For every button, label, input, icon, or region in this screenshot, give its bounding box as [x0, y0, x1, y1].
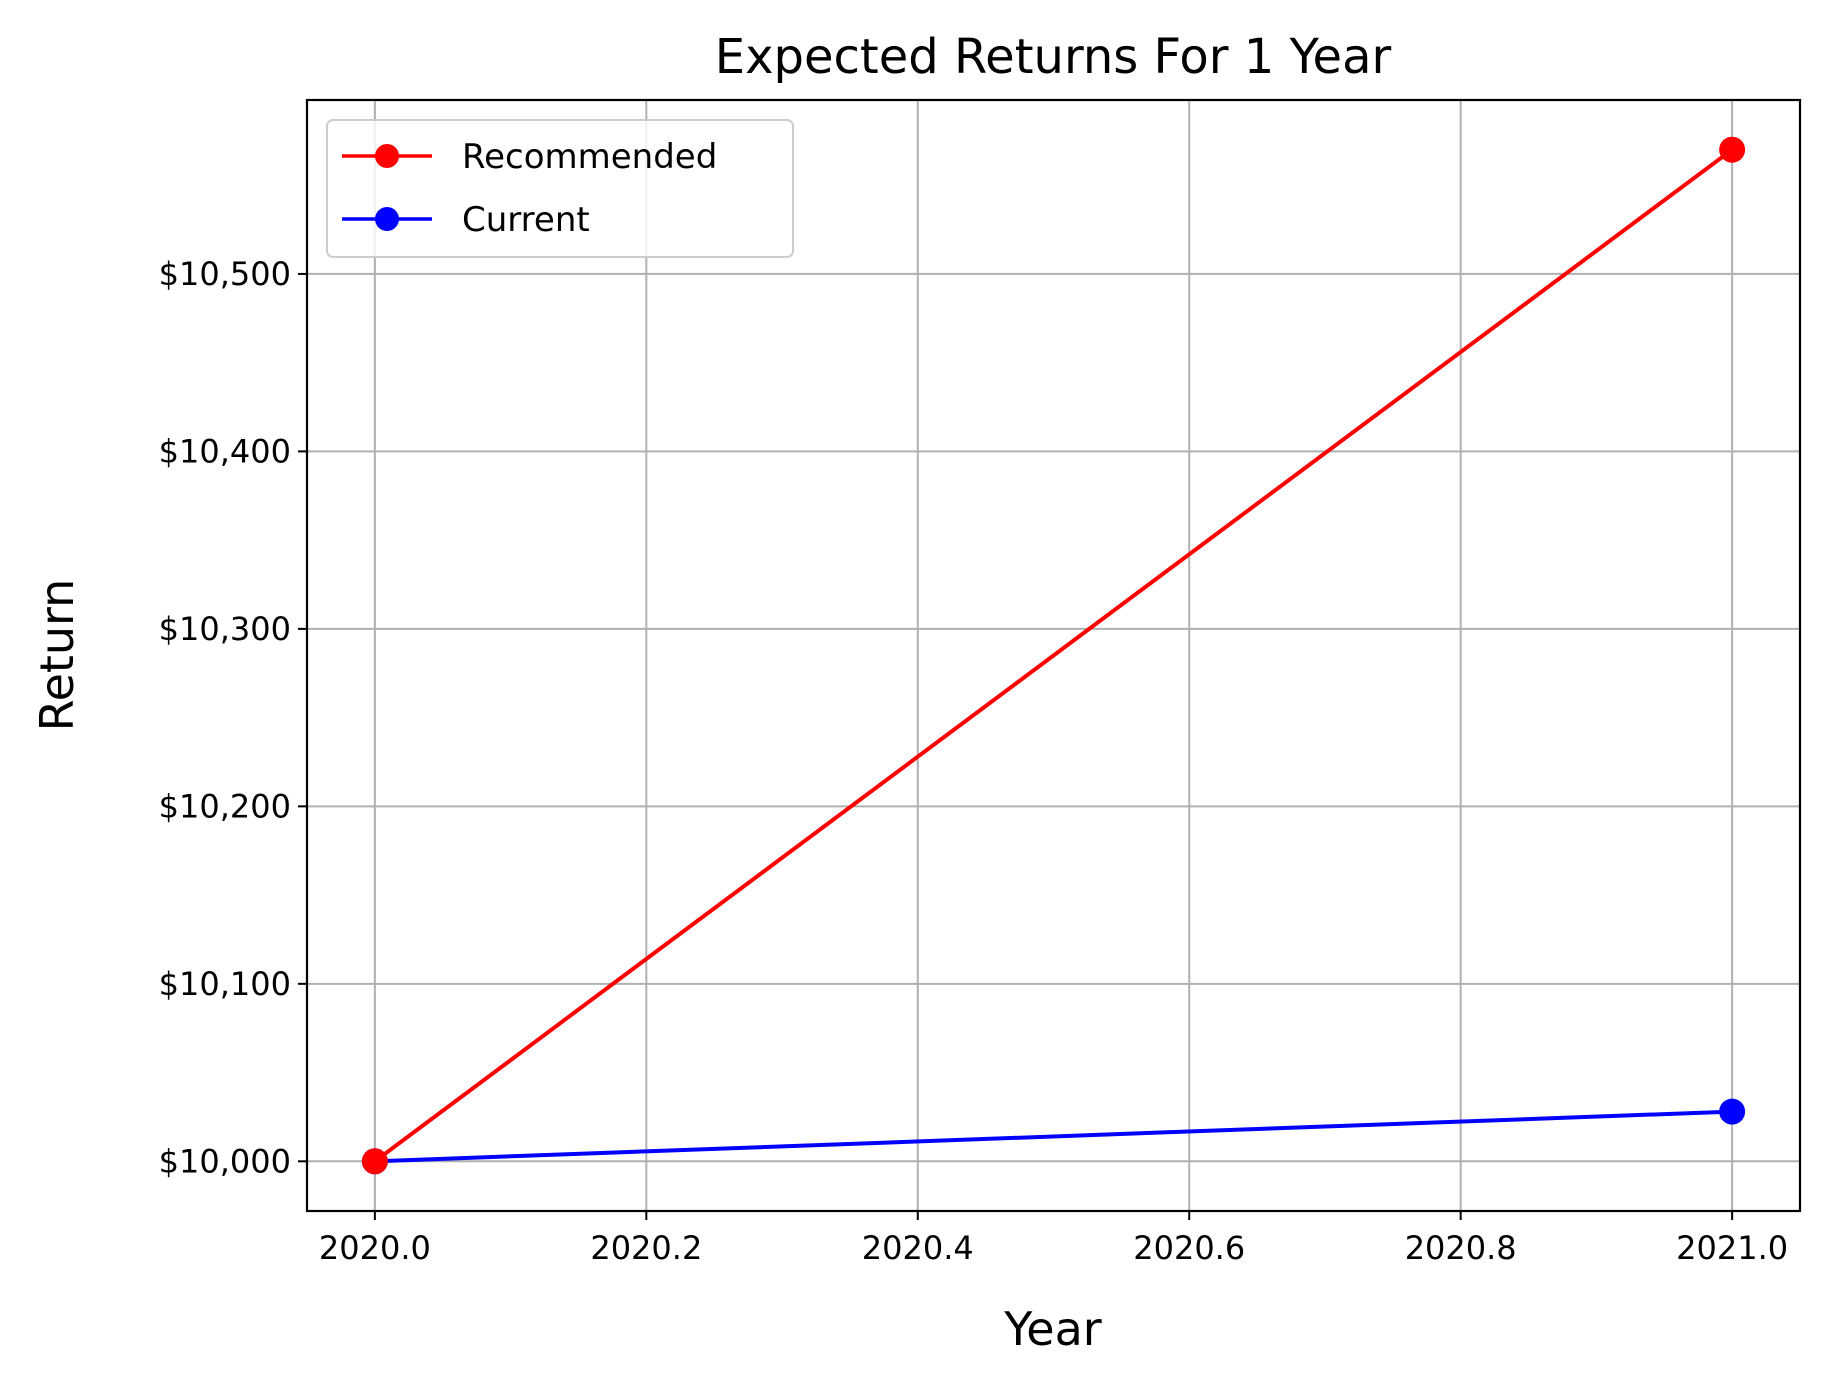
- data-point-recommended: [1719, 136, 1746, 163]
- x-tick-label: 2020.0: [319, 1229, 431, 1267]
- series-line-current: [374, 1109, 1733, 1164]
- data-point-recommended: [361, 1148, 388, 1175]
- y-tick-label: $10,300: [159, 610, 291, 648]
- x-axis-title: Year: [1003, 1302, 1101, 1356]
- y-tick-label: $10,400: [159, 432, 291, 470]
- tick-marks: 2020.0 2020.2 2020.4 2020.6 2020.8 2021.0 $10,…: [159, 255, 1788, 1267]
- legend-label-current: Current: [462, 200, 590, 240]
- x-tick-label: 2020.6: [1133, 1229, 1245, 1267]
- plot-frame: [305, 98, 1802, 1213]
- series-line-recommended: [373, 148, 1734, 1163]
- series-layer: [361, 136, 1746, 1175]
- y-tick-label: $10,100: [159, 965, 291, 1003]
- y-tick-label: $10,200: [159, 787, 291, 825]
- y-tick-label: $10,000: [159, 1142, 291, 1180]
- x-tick-label: 2020.2: [590, 1229, 702, 1267]
- grid-lines: [307, 100, 1800, 1211]
- legend-label-recommended: Recommended: [462, 137, 717, 177]
- legend-marker-recommended: [375, 144, 399, 168]
- legend-marker-current: [375, 207, 399, 231]
- y-tick-label: $10,500: [159, 255, 291, 293]
- legend-box: [326, 119, 794, 258]
- y-axis-title: Return: [30, 579, 84, 732]
- x-tick-label: 2021.0: [1676, 1229, 1788, 1267]
- x-tick-label: 2020.4: [862, 1229, 974, 1267]
- legend: Recommended Current: [326, 119, 794, 258]
- x-tick-label: 2020.8: [1405, 1229, 1517, 1267]
- chart-title: Expected Returns For 1 Year: [715, 29, 1392, 85]
- data-point-current: [1719, 1098, 1746, 1125]
